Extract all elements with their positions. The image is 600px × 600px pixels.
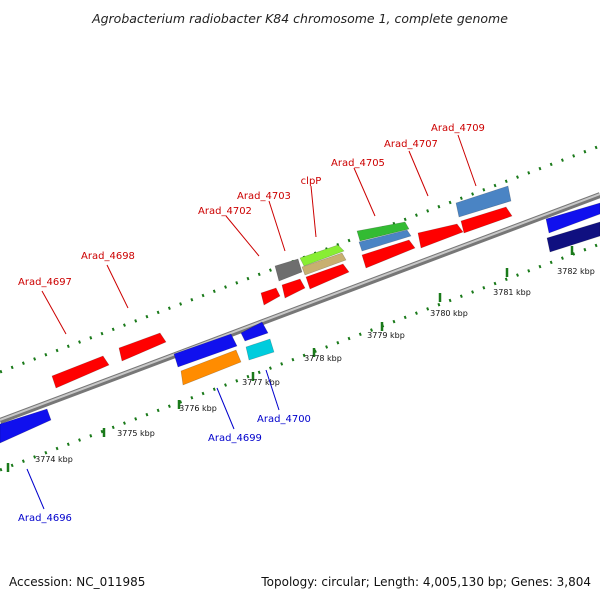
leader-arad-4705 — [353, 167, 376, 217]
gene-label-arad-4696[interactable]: Arad_4696 — [18, 513, 72, 524]
leader-clpp — [310, 185, 317, 238]
forward-strand-genes — [51, 185, 600, 389]
genome-summary-text: Topology: circular; Length: 4,005,130 bp… — [260, 575, 591, 589]
gene-right-navy[interactable] — [546, 221, 600, 253]
gene-label-clpp[interactable]: clpP — [301, 176, 322, 187]
accession-text: Accession: NC_011985 — [9, 575, 145, 589]
gene-arad-4696[interactable] — [0, 408, 52, 444]
gene-label-arad-4699[interactable]: Arad_4699 — [208, 433, 262, 444]
gene-label-arad-4703[interactable]: Arad_4703 — [237, 191, 291, 202]
gene-clpp-tan[interactable] — [301, 252, 347, 276]
leader-arad-4702 — [225, 215, 260, 257]
gene-label-arad-4698[interactable]: Arad_4698 — [81, 251, 135, 262]
leader-arad-4697 — [41, 290, 67, 335]
gene-arad-4709-red[interactable] — [460, 206, 513, 234]
lower-dotted-track — [0, 242, 600, 472]
label-leaders — [26, 134, 477, 510]
leader-arad-4696 — [26, 468, 45, 510]
gene-label-arad-4707[interactable]: Arad_4707 — [384, 139, 438, 150]
leader-arad-4699 — [216, 387, 235, 430]
scale-tick-label: 3775 kbp — [117, 429, 155, 438]
gene-arad-4700[interactable] — [245, 338, 275, 361]
gene-arad-4699[interactable] — [180, 349, 242, 386]
gene-arad-4698[interactable] — [118, 332, 167, 362]
gene-right-blue[interactable] — [545, 202, 600, 234]
scale-tick-label: 3780 kbp — [430, 309, 468, 318]
scale-tick-label: 3779 kbp — [367, 331, 405, 340]
leader-arad-4709 — [457, 134, 477, 187]
gene-clpp[interactable] — [305, 263, 350, 290]
leader-arad-4703 — [268, 200, 286, 252]
gene-label-arad-4697[interactable]: Arad_4697 — [18, 277, 72, 288]
map-title: Agrobacterium radiobacter K84 chromosome… — [91, 11, 508, 26]
gene-arad-4705-green[interactable] — [356, 221, 410, 242]
gene-arad-4703[interactable] — [274, 258, 303, 282]
gene-arad-4709[interactable] — [455, 185, 512, 218]
gene-label-arad-4705[interactable]: Arad_4705 — [331, 158, 385, 169]
scale-tick-label: 3781 kbp — [493, 288, 531, 297]
gene-label-arad-4709[interactable]: Arad_4709 — [431, 123, 485, 134]
gene-arad-4702[interactable] — [260, 287, 281, 306]
scale-tick-label: 3782 kbp — [557, 267, 595, 276]
scale-ticks: 3774 kbp 3775 kbp 3776 kbp 3777 kbp 3778… — [6, 246, 595, 472]
scale-tick-label: 3776 kbp — [179, 404, 217, 413]
gene-label-arad-4702[interactable]: Arad_4702 — [198, 206, 252, 217]
reverse-strand-genes — [0, 321, 275, 444]
gene-arad-4699-blue[interactable] — [173, 333, 238, 368]
gene-arad-4707[interactable] — [417, 223, 464, 249]
gene-arad-4697[interactable] — [51, 355, 110, 389]
scale-tick-label: 3777 kbp — [242, 378, 280, 387]
gene-arad-4702-b[interactable] — [281, 278, 306, 299]
genome-backbone — [0, 192, 600, 424]
gene-label-arad-4700[interactable]: Arad_4700 — [257, 414, 311, 425]
lower-track-dots — [0, 242, 600, 472]
gene-clpp-lime[interactable] — [299, 244, 345, 267]
scale-tick-label: 3774 kbp — [35, 455, 73, 464]
leader-arad-4698 — [106, 264, 129, 309]
gene-arad-4700-blue[interactable] — [240, 321, 269, 342]
backbone-highlight — [0, 193, 600, 421]
leader-arad-4707 — [408, 150, 429, 197]
gene-arad-4705[interactable] — [361, 239, 416, 269]
scale-tick-label: 3778 kbp — [304, 354, 342, 363]
leader-arad-4700 — [265, 369, 280, 411]
gene-arad-4705-steel[interactable] — [358, 229, 412, 252]
forward-gene-labels: Arad_4697 Arad_4698 Arad_4702 Arad_4703 … — [18, 123, 485, 288]
reverse-gene-labels: Arad_4696 Arad_4699 Arad_4700 — [18, 414, 311, 524]
